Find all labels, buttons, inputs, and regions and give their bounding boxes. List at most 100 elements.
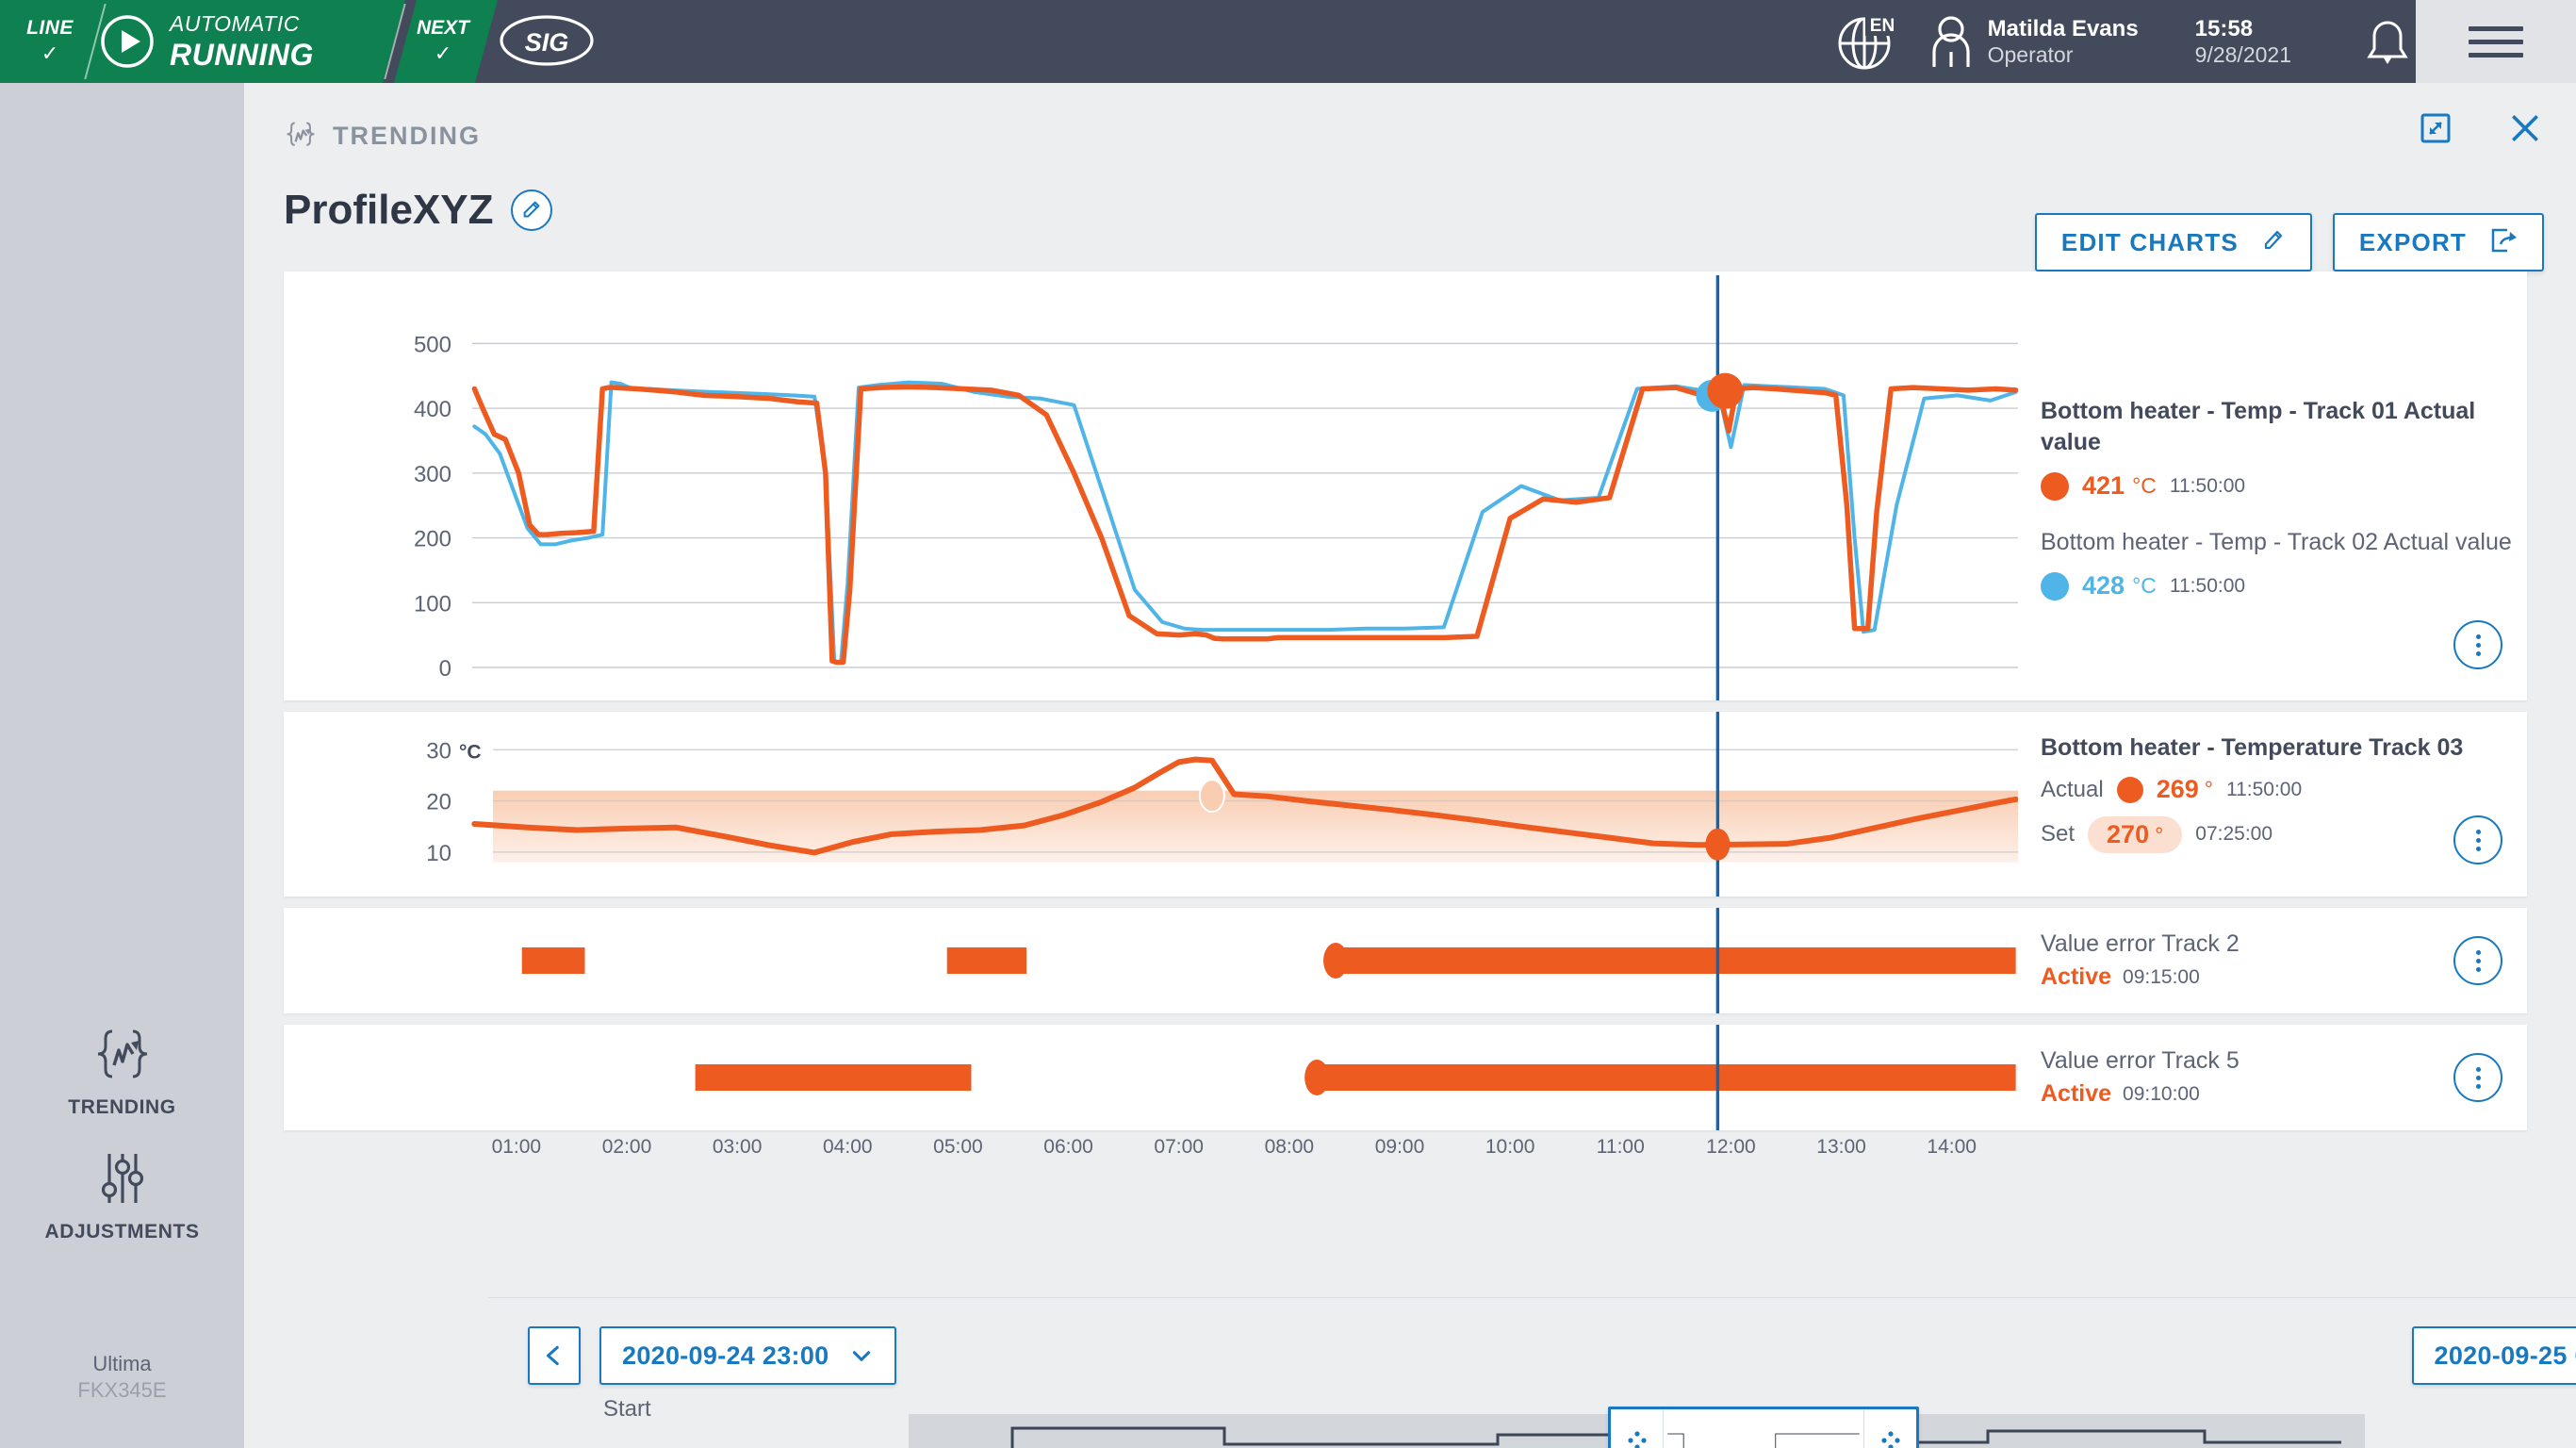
export-label: EXPORT: [2358, 227, 2467, 256]
line-label: LINE: [26, 17, 74, 39]
y-axis-unit: °C: [459, 741, 482, 763]
line-status: LINE ✓: [17, 17, 83, 64]
series-1-time: 11:50:00: [2169, 474, 2246, 497]
status-banner-green: [0, 0, 405, 83]
top-bar-right: EN Matilda Evans Operator 15:58: [1824, 0, 2576, 83]
window-left-grip[interactable]: [1611, 1409, 1664, 1448]
machine-mode: AUTOMATIC RUNNING: [170, 11, 314, 73]
sidebar: TRENDING ADJUSTMENTS Ultima FKX345E: [0, 83, 244, 1448]
event-1-time: 09:15:00: [2123, 965, 2200, 988]
user-name: Matilda Evans: [1987, 15, 2139, 41]
y-tick-label: 500: [414, 332, 451, 357]
series-2-value: 428: [2082, 571, 2125, 600]
end-date-select[interactable]: 2020-09-25 08:00: [2411, 1326, 2576, 1385]
prev-period-button[interactable]: [528, 1326, 581, 1385]
event-track-1-plot[interactable]: [284, 908, 2018, 1013]
y-tick-label: 300: [414, 462, 451, 487]
user-profile[interactable]: Matilda Evans Operator: [1926, 0, 2139, 83]
y-tick-label: 0: [439, 656, 451, 682]
y-tick-label: 20: [426, 790, 451, 815]
series-2-time: 11:50:00: [2169, 574, 2246, 597]
chart-card-temp-track-03: 10 20 30 °C Bottom heater - Temperature Tra…: [284, 712, 2527, 897]
hamburger-icon: [2469, 18, 2523, 66]
x-tick-label: 01:00: [491, 1136, 542, 1158]
panel-header: TRENDING ProfileXYZ: [244, 83, 2576, 272]
event-2-options-button[interactable]: [2453, 1053, 2502, 1102]
close-button[interactable]: [2508, 111, 2542, 150]
panel-actions: EDIT CHARTS EXPORT: [2034, 213, 2544, 272]
mode-small-label: AUTOMATIC: [170, 11, 300, 36]
chart-1-plot[interactable]: 0 100 200 300 400 500: [284, 272, 2018, 700]
chart-2-plot[interactable]: 10 20 30 °C: [284, 712, 2018, 897]
export-icon: [2489, 227, 2518, 258]
panel-window-controls: [2420, 111, 2542, 150]
actual-value: 269: [2156, 775, 2199, 804]
edit-charts-button[interactable]: EDIT CHARTS: [2034, 213, 2312, 272]
start-caption: Start: [603, 1396, 651, 1422]
actual-label: Actual: [2041, 777, 2104, 802]
window-right-grip[interactable]: [1863, 1409, 1916, 1448]
set-value: 270: [2107, 819, 2150, 848]
sig-logo: SIG: [498, 13, 596, 68]
trending-icon: [0, 1026, 244, 1087]
event-1-options-button[interactable]: [2453, 936, 2502, 985]
y-tick-label: 400: [414, 397, 451, 422]
chart-1-options-button[interactable]: [2453, 620, 2502, 669]
pencil-icon: [523, 201, 539, 218]
line-check-icon: ✓: [41, 41, 59, 65]
drag-grip-icon: [1880, 1431, 1900, 1448]
x-tick-label: 05:00: [933, 1136, 983, 1158]
series-2-name: Bottom heater - Temp - Track 02 Actual v…: [2041, 529, 2512, 555]
x-tick-label: 13:00: [1816, 1136, 1866, 1158]
trending-icon: [284, 119, 318, 153]
export-button[interactable]: EXPORT: [2332, 213, 2544, 272]
pencil-icon: [2261, 228, 2286, 257]
menu-button[interactable]: [2416, 0, 2576, 83]
edit-profile-button[interactable]: [510, 189, 552, 231]
current-date: 9/28/2021: [2194, 41, 2291, 67]
actual-unit: °: [2204, 777, 2213, 802]
set-label: Set: [2041, 821, 2076, 847]
chart-2-options-button[interactable]: [2453, 815, 2502, 864]
y-tick-label: 100: [414, 591, 451, 617]
x-tick-label: 02:00: [601, 1136, 652, 1158]
language-label: EN: [1869, 16, 1894, 36]
series-1-color-dot: [2041, 471, 2069, 501]
x-tick-label: 09:00: [1374, 1136, 1425, 1158]
y-tick-label: 10: [426, 841, 451, 866]
series-1-unit: °C: [2132, 473, 2157, 498]
event-1-status-row: Active 09:15:00: [2041, 963, 2527, 991]
sidebar-item-trending[interactable]: TRENDING: [0, 1026, 244, 1119]
trending-panel: TRENDING ProfileXYZ: [244, 83, 2576, 1448]
time-window-selector[interactable]: [1608, 1407, 1919, 1448]
event-track-2-plot[interactable]: [284, 1025, 2018, 1130]
x-tick-label: 14:00: [1927, 1136, 1977, 1158]
next-label: NEXT: [416, 17, 469, 39]
sliders-icon: [0, 1150, 244, 1211]
next-status: NEXT ✓: [407, 17, 479, 64]
x-axis-ticks: 01:00 02:00 03:00 04:00 05:00 06:00 07:00 08:00…: [284, 1136, 2527, 1179]
chart-2-legend: Bottom heater - Temperature Track 03 Act…: [2018, 712, 2527, 897]
start-date-value: 2020-09-24 23:00: [622, 1341, 829, 1370]
sidebar-item-adjustments[interactable]: ADJUSTMENTS: [0, 1150, 244, 1243]
chart-2-title: Bottom heater - Temperature Track 03: [2041, 734, 2464, 761]
expand-button[interactable]: [2420, 112, 2452, 149]
event-track-2-legend: Value error Track 5 Active 09:10:00: [2018, 1025, 2527, 1130]
series-1-name: Bottom heater - Temp - Track 01 Actual v…: [2041, 398, 2476, 455]
svg-text:SIG: SIG: [525, 28, 569, 57]
chevron-left-icon: [546, 1345, 559, 1366]
x-tick-label: 07:00: [1154, 1136, 1204, 1158]
series-2-color-dot: [2041, 571, 2069, 601]
drag-grip-icon: [1627, 1431, 1647, 1448]
set-value-pill: 270 °: [2088, 815, 2183, 853]
start-date-select[interactable]: 2020-09-24 23:00: [599, 1326, 897, 1385]
user-role: Operator: [1987, 41, 2074, 67]
user-avatar-icon: [1926, 14, 1977, 69]
event-1-status: Active: [2041, 963, 2112, 990]
sidebar-item-label: ADJUSTMENTS: [44, 1221, 200, 1242]
x-tick-label: 12:00: [1706, 1136, 1756, 1158]
mode-big-label: RUNNING: [170, 38, 314, 72]
language-button[interactable]: EN: [1824, 0, 1905, 83]
chart-2-set-row: Set 270 ° 07:25:00: [2041, 815, 2527, 853]
notification-bell-icon[interactable]: [2359, 13, 2416, 70]
